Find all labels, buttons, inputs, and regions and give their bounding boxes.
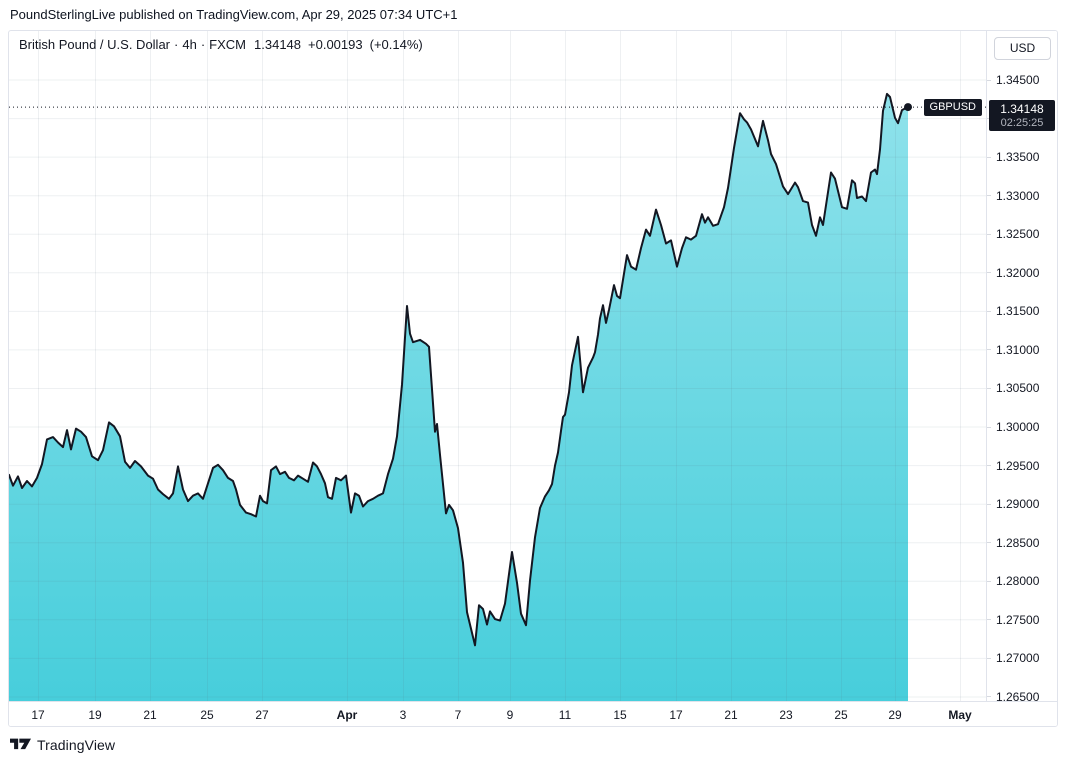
exchange-label: FXCM <box>209 37 247 52</box>
symbol-title: British Pound / U.S. Dollar <box>19 37 171 52</box>
interval-label: 4h <box>182 37 197 52</box>
price-tick-mark <box>987 349 991 351</box>
bar-countdown: 02:25:25 <box>1000 117 1044 130</box>
time-tick-label: 9 <box>506 708 514 722</box>
attribution-text: PoundSterlingLive published on TradingVi… <box>10 7 458 22</box>
price-tick-label: 1.27500 <box>996 612 1040 627</box>
price-change: +0.00193 <box>308 37 363 52</box>
time-tick-label: 25 <box>200 708 214 722</box>
price-tick-label: 1.31000 <box>996 342 1040 357</box>
time-tick-label: Apr <box>336 708 358 722</box>
price-tick-label: 1.29000 <box>996 497 1040 512</box>
chart-widget: British Pound / U.S. Dollar · 4h · FXCM 1.341… <box>8 30 1058 727</box>
price-tick-label: 1.26500 <box>996 689 1040 704</box>
price-line <box>9 92 909 647</box>
price-tick-mark <box>987 387 991 389</box>
price-tick-mark <box>987 233 991 235</box>
price-tick-label: 1.28500 <box>996 535 1040 550</box>
symbol-price-tag: GBPUSD <box>923 99 982 117</box>
time-tick-label: 15 <box>613 708 627 722</box>
price-tick-mark <box>987 580 991 582</box>
time-tick-label: 17 <box>31 708 45 722</box>
price-tick-mark <box>987 195 991 197</box>
price-tick-label: 1.31500 <box>996 304 1040 319</box>
time-tick-label: 23 <box>779 708 793 722</box>
time-tick-label: 27 <box>255 708 269 722</box>
price-tick-label: 1.27000 <box>996 651 1040 666</box>
price-tick-mark <box>987 503 991 505</box>
last-price-value: 1.34148 <box>254 37 302 52</box>
price-tick-label: 1.34500 <box>996 73 1040 87</box>
chart-pane[interactable]: British Pound / U.S. Dollar · 4h · FXCM 1.341… <box>9 31 986 701</box>
tradingview-logo-link[interactable]: TradingView <box>10 736 115 753</box>
legend-separator: · <box>174 37 179 52</box>
last-price-dot <box>904 103 912 112</box>
current-price-value: 1.34148 <box>1000 102 1044 117</box>
price-tick-label: 1.30500 <box>996 381 1040 396</box>
time-tick-label: 11 <box>558 708 572 722</box>
time-tick-label: 29 <box>888 708 902 722</box>
price-tick-mark <box>987 696 991 698</box>
price-tick-label: 1.33000 <box>996 188 1040 203</box>
time-axis[interactable]: 17 19 21 25 27 Apr 3 7 9 11 15 17 21 23 25 29 May <box>9 701 1057 726</box>
legend-separator: · <box>200 37 206 52</box>
time-tick-label: 21 <box>724 708 738 722</box>
price-axis[interactable]: USD 1.34148 02:25:25 1.345001.340001.335… <box>987 31 1057 704</box>
price-tick-mark <box>987 310 991 312</box>
time-tick-label: 25 <box>834 708 848 722</box>
price-tick-label: 1.29500 <box>996 458 1040 473</box>
time-tick-label: 17 <box>669 708 683 722</box>
price-tick-label: 1.28000 <box>996 574 1040 589</box>
price-area-chart[interactable] <box>9 31 986 701</box>
chart-legend: British Pound / U.S. Dollar · 4h · FXCM 1.341… <box>19 37 423 52</box>
time-tick-label: 19 <box>88 708 102 722</box>
price-change-percent: (+0.14%) <box>369 37 423 52</box>
price-tick-mark <box>987 79 991 81</box>
price-tick-mark <box>987 426 991 428</box>
price-tick-label: 1.30000 <box>996 420 1040 435</box>
currency-toggle-button[interactable]: USD <box>994 37 1051 60</box>
price-tick-mark <box>987 542 991 544</box>
price-axis-divider <box>986 31 987 726</box>
current-price-label: 1.34148 02:25:25 <box>989 100 1055 132</box>
price-tick-label: 1.32000 <box>996 265 1040 280</box>
price-tick-label: 1.33500 <box>996 150 1040 165</box>
price-tick-mark <box>987 657 991 659</box>
price-tick-mark <box>987 465 991 467</box>
price-tick-mark <box>987 619 991 621</box>
tradingview-logo-text: TradingView <box>37 736 116 753</box>
price-tick-mark <box>987 272 991 274</box>
time-tick-label: 3 <box>399 708 407 722</box>
price-tick-label: 1.32500 <box>996 227 1040 242</box>
time-tick-label: 21 <box>143 708 157 722</box>
tradingview-logo-icon <box>10 738 31 750</box>
time-tick-label: 7 <box>454 708 462 722</box>
time-tick-label: May <box>948 708 972 722</box>
price-tick-mark <box>987 156 991 158</box>
